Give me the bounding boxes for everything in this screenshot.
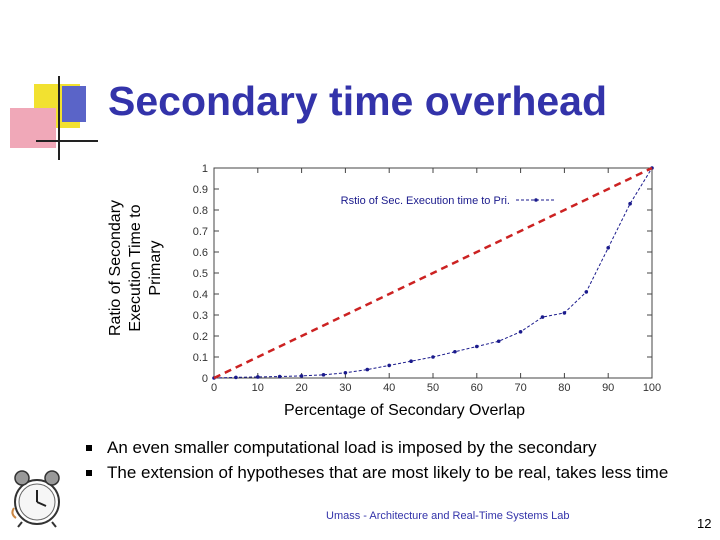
bullet-square-icon xyxy=(86,445,92,451)
y-tick-label: 0.8 xyxy=(193,205,208,217)
x-tick-label: 20 xyxy=(295,382,307,394)
logo-blue-block xyxy=(62,86,86,122)
y-tick-label: 0.6 xyxy=(193,247,208,259)
legend-label: Rstio of Sec. Execution time to Pri. xyxy=(341,195,510,207)
series-point xyxy=(255,375,260,379)
x-tick-label: 90 xyxy=(602,382,614,394)
series-point xyxy=(540,315,545,319)
series-point xyxy=(277,374,282,379)
series-point xyxy=(365,367,370,372)
x-tick-label: 100 xyxy=(643,382,661,394)
bullet-item: An even smaller computational load is im… xyxy=(86,438,707,458)
logo-horizontal-line xyxy=(36,140,98,142)
y-tick-label: 0.1 xyxy=(193,352,208,364)
series-point xyxy=(562,311,567,315)
logo-vertical-line xyxy=(58,76,60,160)
page-number: 12 xyxy=(697,516,712,531)
legend-marker xyxy=(534,198,538,202)
series-point xyxy=(321,373,326,377)
slide-title: Secondary time overhead xyxy=(108,78,608,124)
series-point xyxy=(387,363,392,368)
y-tick-label: 0.9 xyxy=(193,184,208,196)
series-point xyxy=(409,359,413,364)
y-tick-label: 0.5 xyxy=(193,268,208,280)
series-point xyxy=(234,375,238,380)
series-point xyxy=(606,246,610,250)
x-tick-label: 60 xyxy=(471,382,483,394)
series-point xyxy=(518,330,523,334)
x-tick-label: 50 xyxy=(427,382,439,394)
y-tick-label: 0 xyxy=(202,373,208,385)
series-point xyxy=(475,344,479,349)
chart-x-axis-label: Percentage of Secondary Overlap xyxy=(284,402,526,419)
series-point xyxy=(343,370,348,375)
x-tick-label: 40 xyxy=(383,382,395,394)
x-tick-label: 10 xyxy=(252,382,264,394)
y-tick-label: 0.4 xyxy=(193,289,208,301)
x-tick-label: 80 xyxy=(558,382,570,394)
bullet-item: The extension of hypotheses that are mos… xyxy=(86,463,707,483)
series-point xyxy=(431,355,435,359)
series-point xyxy=(496,339,501,344)
series-point xyxy=(453,349,457,354)
x-tick-label: 70 xyxy=(514,382,526,394)
footer-text: Umass - Architecture and Real-Time Syste… xyxy=(326,510,570,522)
alarm-clock-icon xyxy=(11,470,60,528)
reference-line xyxy=(213,166,653,380)
series-point xyxy=(628,201,632,206)
series-point xyxy=(584,290,589,294)
series-point xyxy=(299,374,304,378)
bullet-square-icon xyxy=(86,470,92,476)
bullet-text: The extension of hypotheses that are mos… xyxy=(107,463,669,482)
y-tick-label: 0.2 xyxy=(193,331,208,343)
y-tick-label: 1 xyxy=(202,163,208,175)
bullet-text: An even smaller computational load is im… xyxy=(107,438,597,457)
y-tick-label: 0.3 xyxy=(193,310,208,322)
x-tick-label: 0 xyxy=(211,382,217,394)
y-tick-label: 0.7 xyxy=(193,226,208,238)
x-tick-label: 30 xyxy=(339,382,351,394)
